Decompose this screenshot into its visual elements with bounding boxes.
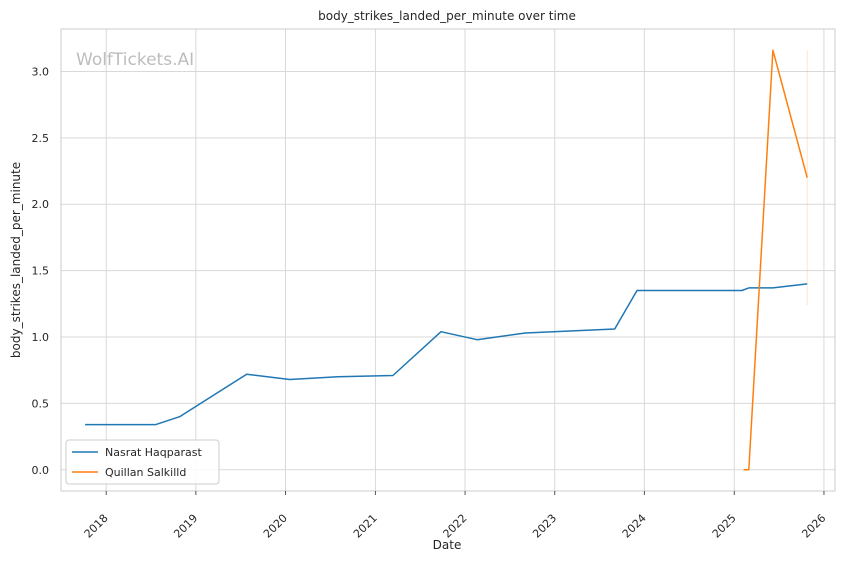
- legend-label: Nasrat Haqparast: [105, 446, 202, 459]
- x-tick-label: 2024: [620, 512, 649, 541]
- y-tick-label: 3.0: [32, 65, 50, 78]
- series-line-2: [743, 49, 808, 471]
- x-tick-label: 2023: [530, 512, 559, 541]
- watermark: WolfTickets.AI: [76, 50, 194, 70]
- x-axis-ticks: 2018 2019 2020 2021 2022 2023 2024 2025 2026: [82, 491, 828, 541]
- x-axis-label: Date: [433, 538, 462, 552]
- series-line-1: [85, 283, 808, 426]
- legend-box: [65, 439, 220, 485]
- legend-label: Quillan Salkilld: [105, 466, 186, 479]
- y-tick-label: 1.0: [32, 331, 50, 344]
- x-tick-label: 2021: [351, 512, 380, 541]
- y-axis-label: body_strikes_landed_per_minute: [9, 162, 23, 358]
- x-tick-label: 2022: [441, 512, 470, 541]
- chart-title: body_strikes_landed_per_minute over time: [318, 9, 576, 23]
- series-lines: [85, 49, 808, 471]
- x-tick-label: 2025: [710, 512, 739, 541]
- y-tick-label: 2.0: [32, 198, 50, 211]
- x-tick-label: 2020: [261, 512, 290, 541]
- y-tick-label: 1.5: [32, 265, 50, 278]
- x-tick-label: 2018: [82, 512, 111, 541]
- y-axis-ticks: 0.0 0.5 1.0 1.5 2.0 2.5 3.0: [32, 65, 50, 476]
- y-tick-label: 0.5: [32, 397, 50, 410]
- y-tick-label: 0.0: [32, 464, 50, 477]
- x-tick-label: 2019: [171, 512, 200, 541]
- legend: Nasrat Haqparast Quillan Salkilld: [65, 439, 220, 485]
- y-tick-label: 2.5: [32, 132, 50, 145]
- x-tick-label: 2026: [799, 512, 828, 541]
- grid: [61, 29, 835, 491]
- plot-frame: [60, 28, 836, 492]
